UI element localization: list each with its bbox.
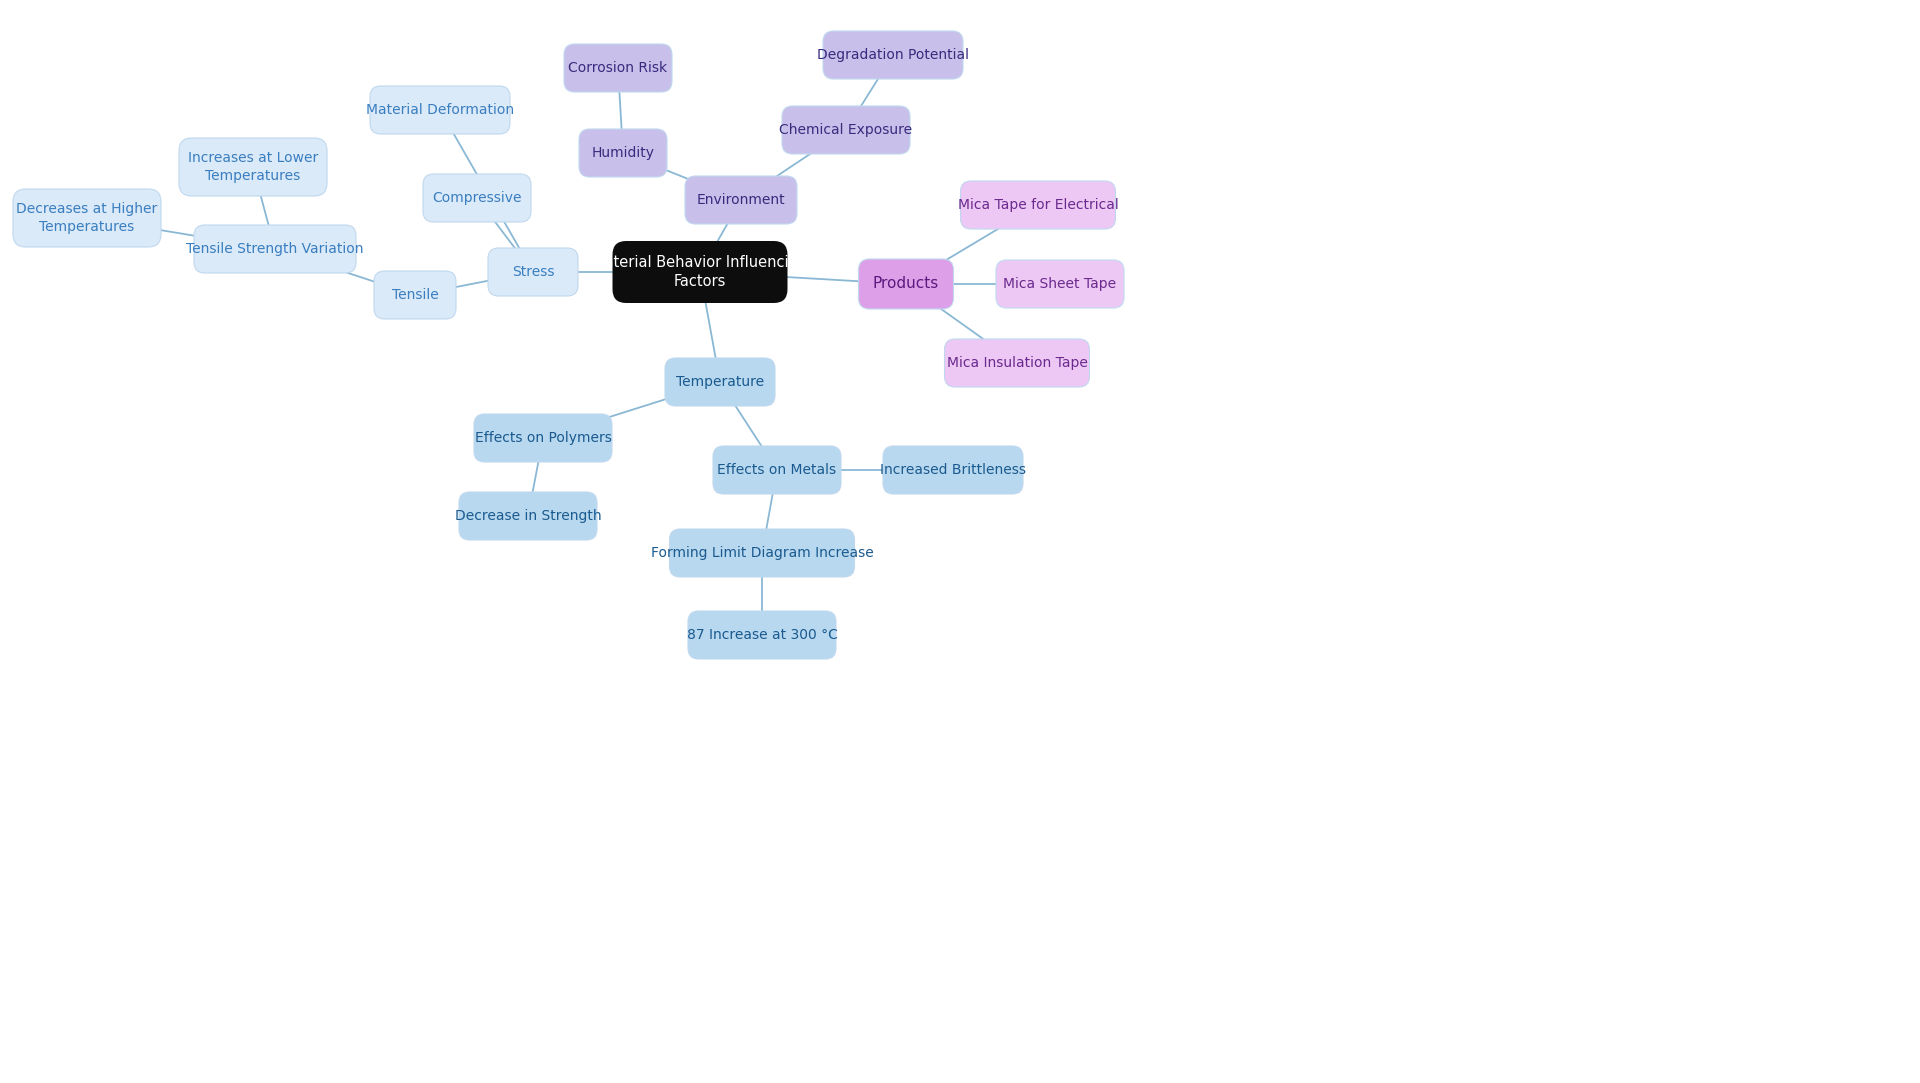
FancyBboxPatch shape <box>664 358 776 406</box>
Text: Compressive: Compressive <box>432 191 522 205</box>
FancyBboxPatch shape <box>687 611 835 658</box>
FancyBboxPatch shape <box>824 31 964 79</box>
FancyBboxPatch shape <box>580 129 666 177</box>
FancyBboxPatch shape <box>13 190 161 247</box>
Text: Chemical Exposure: Chemical Exposure <box>780 123 912 138</box>
Text: Temperature: Temperature <box>676 375 764 389</box>
FancyBboxPatch shape <box>712 446 841 494</box>
Text: Material Deformation: Material Deformation <box>367 103 515 117</box>
FancyBboxPatch shape <box>371 86 511 134</box>
Text: Forming Limit Diagram Increase: Forming Limit Diagram Increase <box>651 546 874 560</box>
FancyBboxPatch shape <box>945 339 1089 387</box>
FancyBboxPatch shape <box>194 225 355 273</box>
FancyBboxPatch shape <box>960 181 1116 229</box>
FancyBboxPatch shape <box>670 529 854 577</box>
FancyBboxPatch shape <box>474 414 612 462</box>
Text: Effects on Metals: Effects on Metals <box>718 464 837 477</box>
FancyBboxPatch shape <box>564 44 672 92</box>
Text: Mica Insulation Tape: Mica Insulation Tape <box>947 356 1087 370</box>
FancyBboxPatch shape <box>996 260 1123 308</box>
Text: Decreases at Higher
Temperatures: Decreases at Higher Temperatures <box>17 203 157 234</box>
Text: Humidity: Humidity <box>591 146 655 160</box>
Text: Increased Brittleness: Increased Brittleness <box>879 464 1025 477</box>
FancyBboxPatch shape <box>179 138 326 196</box>
Text: Stress: Stress <box>513 265 555 279</box>
Text: Material Behavior Influencing
Factors: Material Behavior Influencing Factors <box>593 256 808 289</box>
Text: Products: Products <box>874 276 939 291</box>
FancyBboxPatch shape <box>612 242 787 303</box>
Text: Degradation Potential: Degradation Potential <box>818 48 970 62</box>
Text: Corrosion Risk: Corrosion Risk <box>568 61 668 75</box>
Text: Mica Sheet Tape: Mica Sheet Tape <box>1004 277 1117 291</box>
FancyBboxPatch shape <box>422 174 532 222</box>
Text: Tensile: Tensile <box>392 288 438 302</box>
FancyBboxPatch shape <box>459 492 597 540</box>
FancyBboxPatch shape <box>883 446 1023 494</box>
Text: Tensile Strength Variation: Tensile Strength Variation <box>186 242 363 256</box>
FancyBboxPatch shape <box>488 248 578 296</box>
Text: Increases at Lower
Temperatures: Increases at Lower Temperatures <box>188 152 319 183</box>
Text: Mica Tape for Electrical: Mica Tape for Electrical <box>958 198 1117 212</box>
Text: 87 Increase at 300 °C: 87 Increase at 300 °C <box>687 628 837 642</box>
FancyBboxPatch shape <box>858 259 954 309</box>
FancyBboxPatch shape <box>374 271 457 319</box>
FancyBboxPatch shape <box>685 177 797 224</box>
Text: Decrease in Strength: Decrease in Strength <box>455 509 601 523</box>
Text: Effects on Polymers: Effects on Polymers <box>474 431 611 445</box>
FancyBboxPatch shape <box>781 106 910 154</box>
Text: Environment: Environment <box>697 193 785 207</box>
